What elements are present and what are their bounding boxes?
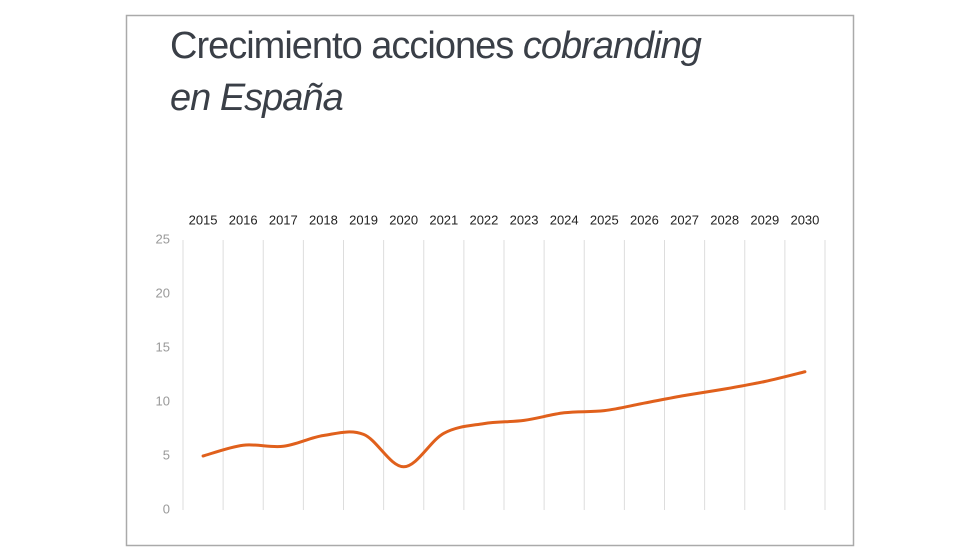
x-tick-label: 2022 (469, 212, 498, 227)
title-part: Crecimiento acciones (170, 25, 513, 67)
x-tick-label: 2028 (710, 212, 739, 227)
y-tick-label: 0 (163, 501, 170, 516)
line (201, 370, 807, 469)
x-tick-label: 2029 (750, 212, 779, 227)
frame (125, 14, 855, 547)
x-tick-label: 2015 (189, 212, 218, 227)
x-tick-label: 2030 (790, 212, 819, 227)
x-tick-label: 2025 (590, 212, 619, 227)
y-tick-label: 10 (156, 393, 170, 408)
x-tick-label: 2018 (309, 212, 338, 227)
x-tick-label: 2024 (550, 212, 579, 227)
x-tick-label: 2016 (229, 212, 258, 227)
x-tick-label: 2027 (670, 212, 699, 227)
x-tick-label: 2021 (429, 212, 458, 227)
y-tick-label: 15 (156, 339, 170, 354)
y-tick-label: 5 (163, 447, 170, 462)
x-tick-label: 2019 (349, 212, 378, 227)
y-tick-label: 25 (156, 231, 170, 246)
chart-title: Crecimiento acciones cobranding (170, 25, 702, 67)
y-tick-label: 20 (156, 285, 170, 300)
title-part: cobranding (523, 25, 702, 67)
x-tick-label: 2023 (510, 212, 539, 227)
x-tick-label: 2017 (269, 212, 298, 227)
chart-title: en España (170, 77, 343, 119)
x-tick-label: 2020 (389, 212, 418, 227)
x-tick-label: 2026 (630, 212, 659, 227)
